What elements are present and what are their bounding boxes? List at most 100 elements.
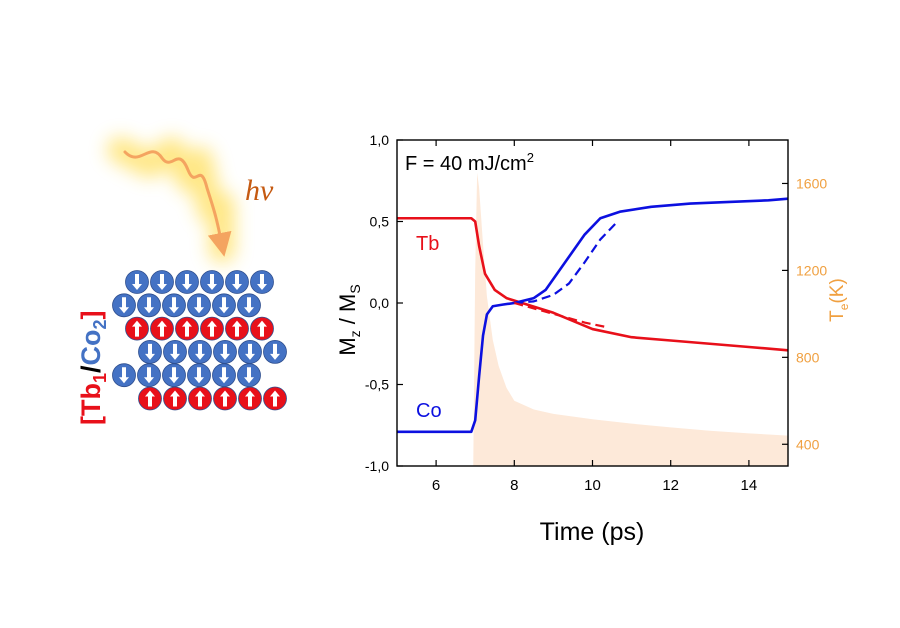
spin-down-arrow-icon bbox=[169, 297, 179, 314]
atom-co bbox=[225, 270, 249, 294]
atom-co bbox=[187, 363, 211, 388]
spin-down-arrow-icon bbox=[194, 367, 204, 384]
illustration: hν [Tb1/Co2] bbox=[76, 137, 287, 425]
spin-down-arrow-icon bbox=[170, 343, 180, 360]
atom-co bbox=[112, 363, 136, 388]
x-tick-label: 6 bbox=[432, 477, 440, 494]
y2-label-t: T bbox=[827, 310, 848, 322]
plot-frame bbox=[396, 139, 789, 467]
annotation-sup: 2 bbox=[527, 150, 534, 165]
x-axis-label: Time (ps) bbox=[540, 518, 645, 546]
annotation: F = 40 mJ/cm2 bbox=[405, 150, 534, 175]
atom-tb bbox=[150, 316, 174, 341]
y-tick-label: -0,5 bbox=[365, 377, 389, 393]
chart: 6 8 10 12 14 -1,0 -0,5 0,0 0,5 1,0 400 800 1200 160… bbox=[335, 132, 851, 546]
spin-down-arrow-icon bbox=[157, 274, 167, 290]
y2-label-unit: (K) bbox=[827, 278, 848, 303]
x-tick-label: 8 bbox=[510, 477, 518, 494]
y-tick-label: -1,0 bbox=[365, 458, 389, 474]
spin-down-arrow-icon bbox=[207, 274, 217, 290]
layer-label-close: ] bbox=[76, 310, 106, 319]
photon-label: hν bbox=[245, 174, 274, 207]
atom-co bbox=[150, 270, 174, 294]
atom-co bbox=[263, 339, 287, 364]
layer-label-co-sub: 2 bbox=[90, 319, 110, 329]
y-label-sub1: z bbox=[347, 330, 363, 337]
atom-co bbox=[137, 363, 161, 388]
atom-tb bbox=[263, 386, 287, 411]
atom-co bbox=[212, 293, 236, 318]
spin-down-arrow-icon bbox=[245, 343, 255, 360]
series-2-dashed-line bbox=[514, 222, 617, 305]
layer-label-open: [ bbox=[76, 416, 106, 425]
atom-co bbox=[237, 363, 261, 388]
y-label-mid: / M bbox=[335, 294, 360, 331]
atom-co bbox=[200, 270, 224, 294]
tb-solid-line bbox=[397, 216, 789, 352]
photon-wave bbox=[123, 150, 232, 257]
atom-co bbox=[162, 363, 186, 388]
y2-label-sub: e bbox=[837, 303, 851, 310]
y2-axis-label: Te(K) bbox=[827, 278, 851, 322]
atom-co bbox=[163, 339, 187, 364]
atom-co bbox=[238, 339, 262, 364]
atom-co bbox=[137, 293, 161, 318]
spin-down-arrow-icon bbox=[219, 297, 229, 314]
atom-tb bbox=[125, 316, 149, 341]
spin-up-arrow-icon bbox=[132, 320, 142, 337]
series-label-co: Co bbox=[416, 400, 442, 422]
y-tick-label: 0,5 bbox=[370, 214, 390, 230]
spin-down-arrow-icon bbox=[244, 367, 254, 384]
x-tick-label: 10 bbox=[584, 477, 601, 494]
y2-tick-label: 1200 bbox=[796, 262, 827, 278]
atom-tb bbox=[200, 316, 224, 341]
atom-tb bbox=[188, 386, 212, 411]
atom-tb bbox=[238, 386, 262, 411]
spin-down-arrow-icon bbox=[119, 367, 129, 384]
temperature-layer bbox=[397, 172, 788, 466]
spin-down-arrow-icon bbox=[169, 367, 179, 384]
spin-up-arrow-icon bbox=[157, 320, 167, 337]
spin-up-arrow-icon bbox=[270, 390, 280, 407]
spin-down-arrow-icon bbox=[270, 343, 280, 360]
series-layer bbox=[397, 197, 789, 434]
spin-up-arrow-icon bbox=[220, 390, 230, 407]
series-label-tb: Tb bbox=[416, 233, 439, 255]
spin-down-arrow-icon bbox=[257, 274, 267, 290]
spin-up-arrow-icon bbox=[207, 320, 217, 337]
atom-tb bbox=[225, 316, 249, 341]
atom-tb bbox=[138, 386, 162, 411]
x-tick-label: 14 bbox=[741, 477, 758, 494]
atom-tb bbox=[250, 316, 274, 341]
y-axis-right: 400 800 1200 1600 bbox=[782, 175, 827, 452]
spin-up-arrow-icon bbox=[182, 320, 192, 337]
atom-co bbox=[237, 293, 261, 318]
layer-label-tb-sub: 1 bbox=[90, 373, 110, 383]
spin-down-arrow-icon bbox=[182, 274, 192, 290]
atom-tb bbox=[175, 316, 199, 341]
y2-tick-label: 400 bbox=[796, 436, 820, 452]
series-3-dashed-line bbox=[514, 301, 609, 329]
atom-co bbox=[188, 339, 212, 364]
y-axis-left: -1,0 -0,5 0,0 0,5 1,0 bbox=[365, 132, 403, 474]
spin-down-arrow-icon bbox=[219, 367, 229, 384]
spin-down-arrow-icon bbox=[232, 274, 242, 290]
spin-down-arrow-icon bbox=[132, 274, 142, 290]
x-tick-label: 12 bbox=[662, 477, 679, 494]
y-label-m: M bbox=[335, 337, 360, 355]
atom-co bbox=[125, 270, 149, 294]
spin-down-arrow-icon bbox=[244, 297, 254, 314]
x-axis: 6 8 10 12 14 bbox=[432, 140, 757, 494]
atom-co bbox=[212, 363, 236, 388]
spin-down-arrow-icon bbox=[119, 297, 129, 314]
spin-up-arrow-icon bbox=[170, 390, 180, 407]
spin-down-arrow-icon bbox=[195, 343, 205, 360]
spin-up-arrow-icon bbox=[245, 390, 255, 407]
layer-label: [Tb1/Co2] bbox=[76, 310, 110, 425]
y-label-sub2: S bbox=[347, 284, 363, 293]
atom-co bbox=[187, 293, 211, 318]
spin-down-arrow-icon bbox=[220, 343, 230, 360]
spin-down-arrow-icon bbox=[145, 343, 155, 360]
atom-co bbox=[175, 270, 199, 294]
